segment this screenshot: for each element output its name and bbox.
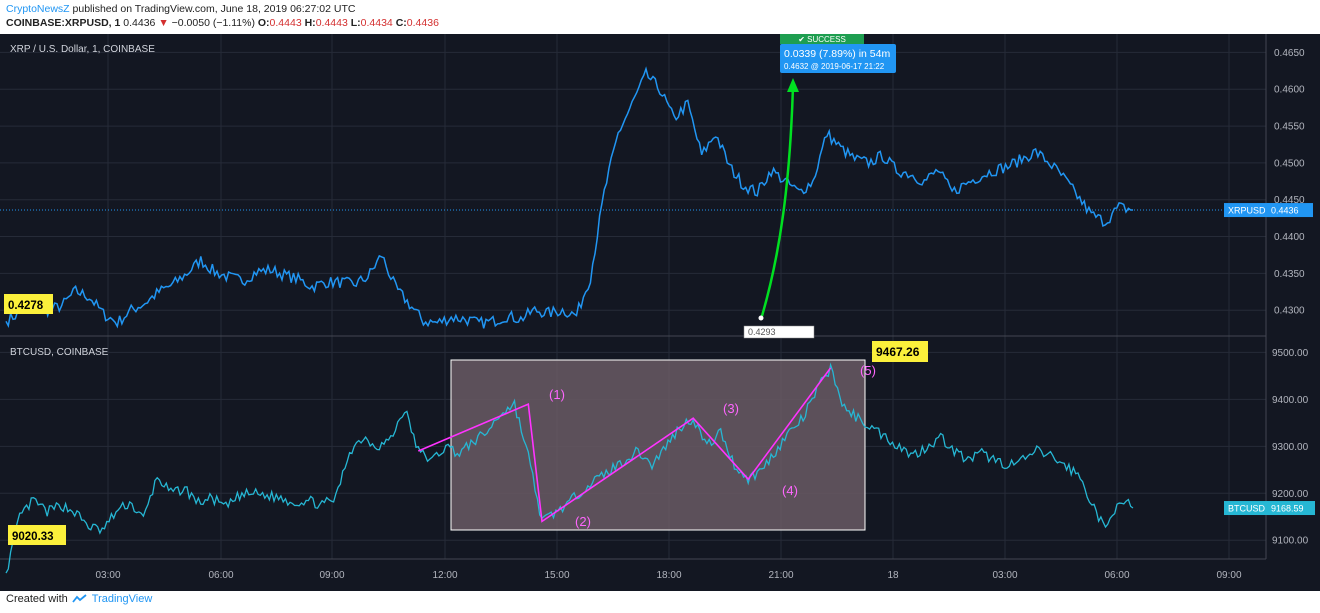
time-tick-label: 03:00 [992,570,1017,581]
rise-arrow-head [787,78,799,92]
wave-label-4: (4) [782,483,798,498]
footer: Created with TradingView [6,593,152,605]
open-label: O: [257,17,270,29]
xrp-price-tick: 0.4650 [1274,48,1305,59]
xrp-left-price-tag [4,294,53,314]
success-badge [780,34,864,44]
btc-price-tick: 9200.00 [1272,489,1309,500]
time-tick-label: 09:00 [1216,570,1241,581]
xrp-last-value: 0.4436 [1271,206,1299,216]
wave-label-3: (3) [723,401,739,416]
xrp-price-tick: 0.4300 [1274,306,1305,317]
high-label: H: [304,17,316,29]
time-tick-label: 09:00 [319,570,344,581]
btc-last-value: 9168.59 [1271,504,1304,514]
btc-price-tick: 9100.00 [1272,536,1309,547]
open-value: 0.4443 [269,17,302,29]
low-price-label: 0.4293 [748,327,776,337]
time-tick-label: 06:00 [1104,570,1129,581]
btc-price-tick: 9400.00 [1272,395,1309,406]
elliott-wave-path [417,367,832,523]
low-value: 0.4434 [360,17,393,29]
last-price: 0.4436 [123,17,156,29]
xrp-price-tick: 0.4450 [1274,195,1305,206]
price-change: −0.0050 (−1.11%) [171,17,255,29]
btc-pane-title: BTCUSD, COINBASE [10,347,109,358]
xrp-price-tick: 0.4400 [1274,232,1305,243]
btc-high-text: 9467.26 [876,345,920,359]
xrp-price-tick: 0.4350 [1274,269,1305,280]
xrp-pane-title: XRP / U.S. Dollar, 1, COINBASE [10,44,155,55]
wave-label-2: (2) [575,514,591,529]
symbol-name: COINBASE:XRPUSD, 1 [6,17,121,29]
xrp-left-price-text: 0.4278 [8,300,44,312]
author-link[interactable]: CryptoNewsZ [6,3,70,15]
close-value: 0.4436 [406,17,439,29]
measure-tooltip [780,44,896,73]
symbol-info: COINBASE:XRPUSD, 1 0.4436 ▼ −0.0050 (−1.… [6,17,439,29]
btc-last-value-tag [1267,501,1315,516]
xrp-last-tag-symbol: XRPUSD [1228,206,1266,216]
btc-price-tick: 9500.00 [1272,348,1309,359]
low-price-box [743,325,815,339]
xrp-last-tag [1224,203,1277,218]
close-label: C: [395,17,407,29]
time-tick-label: 21:00 [768,570,793,581]
xrp-price-line [5,66,1133,329]
down-arrow-icon: ▼ [158,17,169,29]
time-tick-label: 18:00 [656,570,681,581]
time-tick-label: 03:00 [95,570,120,581]
time-scale: 03:00 06:00 09:00 12:00 15:00 18:00 21:00 18 03:… [95,570,1241,581]
btc-price-scale: 9100.00 9200.00 9300.00 9400.00 9500.00 [1272,348,1309,547]
low-label: L: [350,17,361,29]
btc-last-tag [1224,501,1277,516]
btc-high-tag [872,341,928,362]
time-tick-label: 06:00 [208,570,233,581]
xrp-price-tick: 0.4550 [1274,122,1305,133]
btc-last-tag-symbol: BTCUSD [1228,504,1266,514]
btc-price-line [5,362,1134,574]
tradingview-logo-icon [72,594,87,603]
rise-arrow-line [760,85,795,317]
time-tick-label: 15:00 [544,570,569,581]
publish-text: published on TradingView.com, June 18, 2… [69,3,356,15]
measure-start-point [758,315,764,321]
wave-label-1: (1) [549,387,565,402]
xrp-price-tick: 0.4500 [1274,158,1305,169]
xrp-last-value-tag [1267,203,1313,218]
measure-change: 0.0339 (7.89%) in 54m [784,48,890,60]
btc-start-text: 9020.33 [12,531,54,543]
btc-start-tag [8,525,66,545]
xrp-price-scale: 0.4300 0.4350 0.4400 0.4450 0.4500 0.4550 0.46… [1274,48,1305,317]
measure-price-date: 0.4632 @ 2019-06-17 21:22 [784,62,885,71]
price-chart[interactable]: 0.4300 0.4350 0.4400 0.4450 0.4500 0.4550 0.46… [0,34,1320,591]
btc-price-tick: 9300.00 [1272,442,1309,453]
time-tick-label: 12:00 [432,570,457,581]
high-value: 0.4443 [315,17,348,29]
wave-label-5: (5) [860,363,876,378]
tradingview-brand[interactable]: TradingView [91,593,153,605]
success-badge-text: ✔ SUCCESS [798,35,846,44]
time-tick-label: 18 [887,570,899,581]
chart-header: CryptoNewsZ published on TradingView.com… [0,0,1320,34]
highlight-box [450,359,866,531]
xrp-price-tick: 0.4600 [1274,85,1305,96]
publish-info: CryptoNewsZ published on TradingView.com… [6,3,355,15]
created-with-text: Created with [6,593,68,605]
